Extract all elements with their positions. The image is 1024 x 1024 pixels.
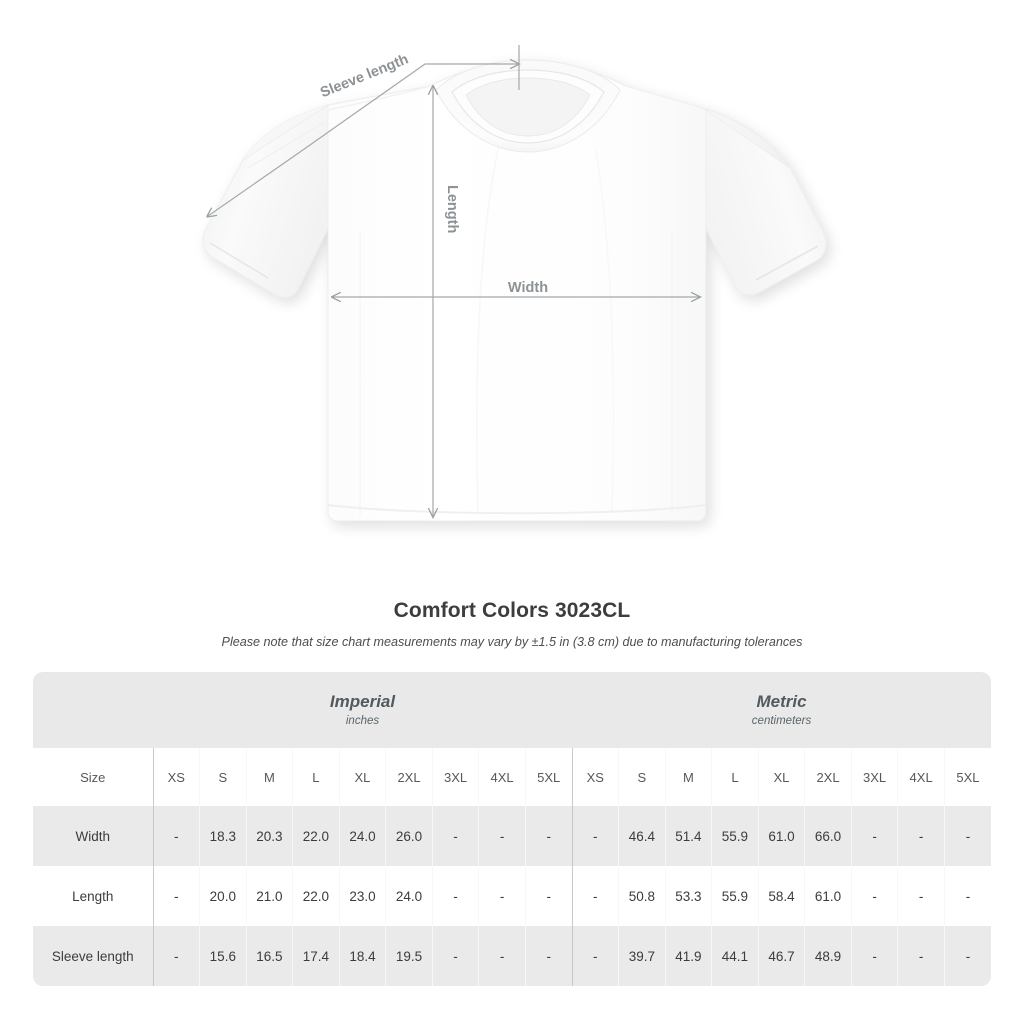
length-label: Length (444, 185, 460, 233)
metric-unit-cell: Metric centimeters (572, 672, 992, 748)
cell-sleeve-length-metric-m: 41.9 (664, 926, 712, 986)
cell-length-imperial-l: 22.0 (292, 866, 340, 926)
cell-width-imperial-s: 18.3 (199, 806, 247, 866)
cell-width-metric-3xl: - (850, 806, 898, 866)
cell-width-metric-5xl: - (943, 806, 992, 866)
page-title: Comfort Colors 3023CL (393, 599, 631, 622)
size-header-imperial-m: M (245, 748, 293, 806)
width-label: Width (508, 280, 548, 296)
size-header-metric-5xl: 5XL (943, 748, 992, 806)
size-header-imperial-4xl: 4XL (478, 748, 526, 806)
size-header-imperial-2xl: 2XL (385, 748, 433, 806)
cell-width-imperial-xl: 24.0 (338, 806, 386, 866)
cell-length-imperial-xl: 23.0 (338, 866, 386, 926)
size-header-metric-3xl: 3XL (850, 748, 898, 806)
size-header-imperial-xl: XL (338, 748, 386, 806)
cell-sleeve-length-imperial-4xl: - (478, 926, 526, 986)
size-header-metric-2xl: 2XL (804, 748, 852, 806)
imperial-unit-cell: Imperial inches (153, 672, 573, 748)
cell-length-metric-3xl: - (850, 866, 898, 926)
cell-sleeve-length-metric-5xl: - (943, 926, 992, 986)
cell-width-imperial-m: 20.3 (245, 806, 293, 866)
tshirt-illustration: Sleeve length Length Width (202, 45, 827, 522)
size-header-metric-l: L (711, 748, 759, 806)
size-header-metric-4xl: 4XL (897, 748, 945, 806)
table-row: Length -20.0 21.0 22.0 23.0 24.0- - - -50.8 53.3 5… (33, 866, 992, 926)
size-header-imperial-l: L (292, 748, 340, 806)
tolerance-note: Please note that size chart measurements… (221, 635, 803, 649)
cell-width-metric-4xl: - (897, 806, 945, 866)
cell-width-metric-m: 51.4 (664, 806, 712, 866)
size-header-metric-s: S (618, 748, 666, 806)
imperial-unit-name: Imperial (329, 692, 396, 711)
size-header-imperial-xs: XS (152, 748, 200, 806)
row-label-length: Length (33, 866, 153, 926)
cell-length-imperial-s: 20.0 (199, 866, 247, 926)
cell-width-metric-2xl: 66.0 (804, 806, 852, 866)
title-block: Comfort Colors 3023CL Please note that s… (0, 598, 1024, 650)
cell-width-imperial-l: 22.0 (292, 806, 340, 866)
cell-sleeve-length-imperial-l: 17.4 (292, 926, 340, 986)
size-chart-table: Imperial inches Metric centimeters Size XS S M L… (33, 672, 992, 986)
size-header-metric-m: M (664, 748, 712, 806)
cell-width-imperial-3xl: - (431, 806, 479, 866)
cell-width-imperial-5xl: - (524, 806, 573, 866)
metric-unit-name: Metric (756, 692, 807, 711)
size-header-label: Size (33, 748, 153, 806)
cell-sleeve-length-metric-xl: 46.7 (757, 926, 805, 986)
cell-sleeve-length-imperial-2xl: 19.5 (385, 926, 433, 986)
product-image: Sleeve length Length Width (202, 45, 827, 522)
size-header-row: Size XS S M L XL 2XL 3XL 4XL 5XL XS S M L XL 2XL 3XL 4XL 5… (33, 748, 992, 806)
cell-length-metric-xl: 58.4 (757, 866, 805, 926)
table-row: Width -18.3 20.3 22.0 24.0 26.0- - - -46.4 51.4 55… (33, 806, 992, 866)
cell-sleeve-length-metric-3xl: - (850, 926, 898, 986)
size-chart-table-container: Imperial inches Metric centimeters Size XS S M L… (33, 672, 992, 986)
row-label-sleeve-length: Sleeve length (33, 926, 153, 986)
cell-width-imperial-2xl: 26.0 (385, 806, 433, 866)
cell-sleeve-length-metric-xs: - (571, 926, 619, 986)
cell-length-metric-l: 55.9 (711, 866, 759, 926)
row-label-width: Width (33, 806, 153, 866)
cell-sleeve-length-imperial-xs: - (152, 926, 200, 986)
cell-length-imperial-m: 21.0 (245, 866, 293, 926)
cell-width-imperial-4xl: - (478, 806, 526, 866)
cell-length-imperial-xs: - (152, 866, 200, 926)
cell-sleeve-length-metric-l: 44.1 (711, 926, 759, 986)
size-header-imperial-5xl: 5XL (524, 748, 573, 806)
cell-length-metric-5xl: - (943, 866, 992, 926)
cell-sleeve-length-metric-s: 39.7 (618, 926, 666, 986)
cell-length-imperial-4xl: - (478, 866, 526, 926)
cell-width-metric-s: 46.4 (618, 806, 666, 866)
cell-length-imperial-5xl: - (524, 866, 573, 926)
cell-sleeve-length-imperial-m: 16.5 (245, 926, 293, 986)
size-header-metric-xl: XL (757, 748, 805, 806)
width-dimension: Width (333, 280, 700, 297)
cell-length-metric-4xl: - (897, 866, 945, 926)
cell-length-imperial-3xl: - (431, 866, 479, 926)
table-row: Sleeve length -15.6 16.5 17.4 18.4 19.5- - - -39… (33, 926, 992, 986)
cell-width-imperial-xs: - (152, 806, 200, 866)
cell-sleeve-length-imperial-xl: 18.4 (338, 926, 386, 986)
unit-banner-spacer (33, 672, 153, 748)
cell-sleeve-length-imperial-5xl: - (524, 926, 573, 986)
cell-length-metric-2xl: 61.0 (804, 866, 852, 926)
cell-width-metric-xl: 61.0 (757, 806, 805, 866)
unit-banner-row: Imperial inches Metric centimeters (33, 672, 992, 748)
cell-sleeve-length-metric-4xl: - (897, 926, 945, 986)
size-header-metric-xs: XS (571, 748, 619, 806)
cell-length-metric-m: 53.3 (664, 866, 712, 926)
cell-sleeve-length-metric-2xl: 48.9 (804, 926, 852, 986)
cell-sleeve-length-imperial-s: 15.6 (199, 926, 247, 986)
cell-length-imperial-2xl: 24.0 (385, 866, 433, 926)
cell-sleeve-length-imperial-3xl: - (431, 926, 479, 986)
imperial-unit-sub: inches (345, 715, 380, 727)
cell-width-metric-l: 55.9 (711, 806, 759, 866)
size-header-imperial-3xl: 3XL (431, 748, 479, 806)
cell-length-metric-s: 50.8 (618, 866, 666, 926)
cell-width-metric-xs: - (571, 806, 619, 866)
size-header-imperial-s: S (199, 748, 247, 806)
metric-unit-sub: centimeters (751, 715, 812, 727)
cell-length-metric-xs: - (571, 866, 619, 926)
